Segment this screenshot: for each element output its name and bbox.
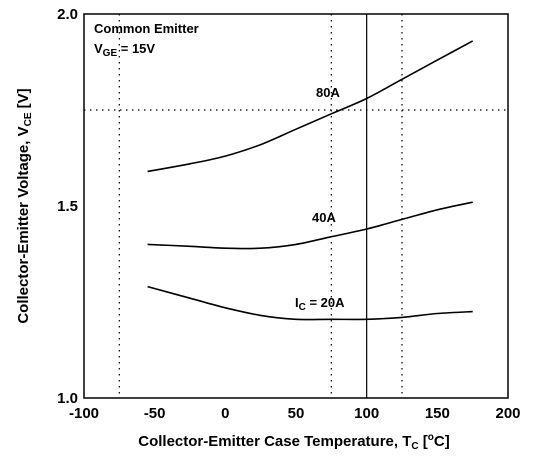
series-label-20a: IC = 20A [295, 295, 345, 313]
y-tick-label-0: 1.0 [57, 390, 78, 407]
x-tick-labels: -100 -50 0 50 100 150 200 [69, 405, 521, 422]
series-line-1 [147, 201, 473, 250]
y-tick-label-2: 2.0 [57, 6, 78, 23]
x-axis-title: Collector-Emitter Case Temperature, TC [… [138, 432, 449, 452]
y-axis-title: Collector-Emitter Voltage, VCE [V] [15, 88, 34, 323]
grid-lines [84, 14, 508, 398]
series-line-0 [147, 40, 474, 173]
annotation-common-emitter: Common Emitter [94, 21, 199, 36]
series-group [147, 40, 474, 321]
x-tick-label-3: 50 [288, 405, 305, 422]
x-tick-label-0: -100 [69, 405, 99, 422]
x-tick-label-1: -50 [144, 405, 166, 422]
x-tick-label-2: 0 [221, 405, 229, 422]
annotation-vge: VGE = 15V [94, 41, 155, 59]
series-label-80a: 80A [316, 85, 340, 100]
y-tick-labels: 1.0 1.5 2.0 [57, 6, 78, 407]
series-line-2 [147, 285, 473, 321]
x-tick-label-5: 150 [425, 405, 450, 422]
x-tick-label-6: 200 [495, 405, 520, 422]
y-tick-label-1: 1.5 [57, 198, 78, 215]
plot-area [83, 13, 509, 399]
x-tick-label-4: 100 [354, 405, 379, 422]
series-label-40a: 40A [312, 210, 336, 225]
